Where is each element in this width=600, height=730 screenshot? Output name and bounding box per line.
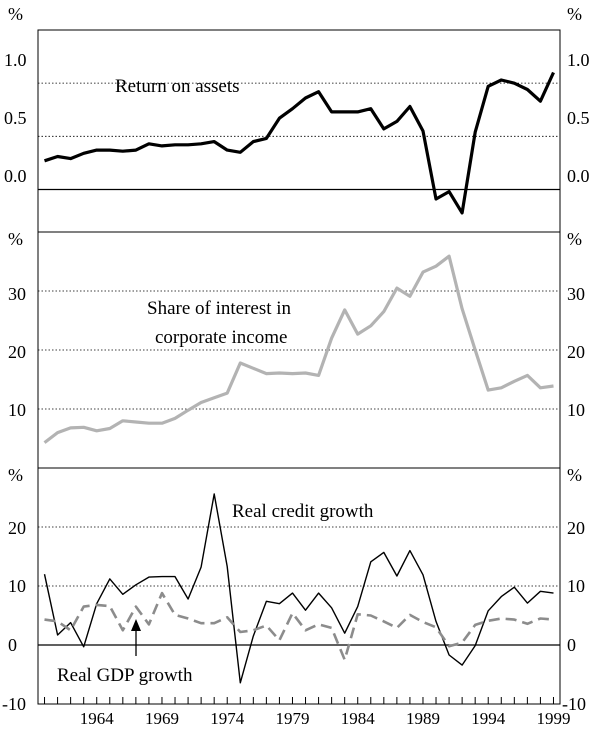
xtick-label: 1984 [341, 709, 376, 728]
panel-middle-ytick-right: 20 [567, 342, 585, 362]
panel-bottom-ytick-left: -10 [2, 694, 26, 714]
panel-top-ytick-left: 0.0 [4, 166, 27, 186]
series-line-real-gdp-growth [44, 591, 554, 662]
panel-bottom-unit-left: % [8, 465, 23, 485]
panel-middle-ytick-left: 30 [8, 284, 26, 304]
panel-bottom-ytick-left: 10 [8, 576, 26, 596]
panel-top-ytick-left: 0.5 [4, 108, 27, 128]
panel-top-ytick-left: 1.0 [4, 50, 27, 70]
panel-bottom-ytick-left: 20 [8, 518, 26, 538]
panel-top-ytick-right: 0.5 [567, 108, 590, 128]
annotation-arrow [131, 619, 141, 656]
panel-top-ytick-right: 1.0 [567, 50, 590, 70]
panel-bottom-ytick-right: 0 [567, 635, 576, 655]
annotation-return-on-assets: Return on assets [115, 76, 240, 97]
panel-bottom-ytick-left: 0 [8, 635, 17, 655]
panel-top-unit-left: % [8, 4, 23, 24]
annotation-share-of-interest-line1: Share of interest in [147, 298, 292, 319]
xtick-label: 1969 [145, 709, 179, 728]
panel-top-ytick-right: 0.0 [567, 166, 590, 186]
xtick-label: 1999 [536, 709, 570, 728]
panel-middle-ytick-right: 30 [567, 284, 585, 304]
panel-middle-ytick-left: 20 [8, 342, 26, 362]
xtick-label: 1994 [471, 709, 506, 728]
xtick-label: 1964 [80, 709, 115, 728]
annotation-share-of-interest-line2: corporate income [155, 327, 287, 348]
panel-middle-ytick-left: 10 [8, 400, 26, 420]
annotation-real-gdp-growth: Real GDP growth [57, 665, 193, 686]
series-line-real-credit-growth [43, 493, 554, 684]
panel-middle-unit-right: % [567, 229, 582, 249]
panel-middle-ytick-right: 10 [567, 400, 585, 420]
panel-bottom-ytick-right: 20 [567, 518, 585, 538]
annotation-real-credit-growth: Real credit growth [232, 501, 374, 522]
panel-bottom-unit-right: % [567, 465, 582, 485]
panel-middle-unit-left: % [8, 229, 23, 249]
xtick-label: 1974 [210, 709, 245, 728]
xtick-label: 1989 [406, 709, 440, 728]
series-line-share-of-interest-in-corporate-income [43, 254, 554, 444]
panel-bottom-ytick-right: -10 [562, 694, 586, 714]
panel-bottom-ytick-right: 10 [567, 576, 585, 596]
xtick-label: 1979 [275, 709, 309, 728]
series-line-return-on-assets [44, 71, 555, 215]
panel-top-unit-right: % [567, 4, 582, 24]
